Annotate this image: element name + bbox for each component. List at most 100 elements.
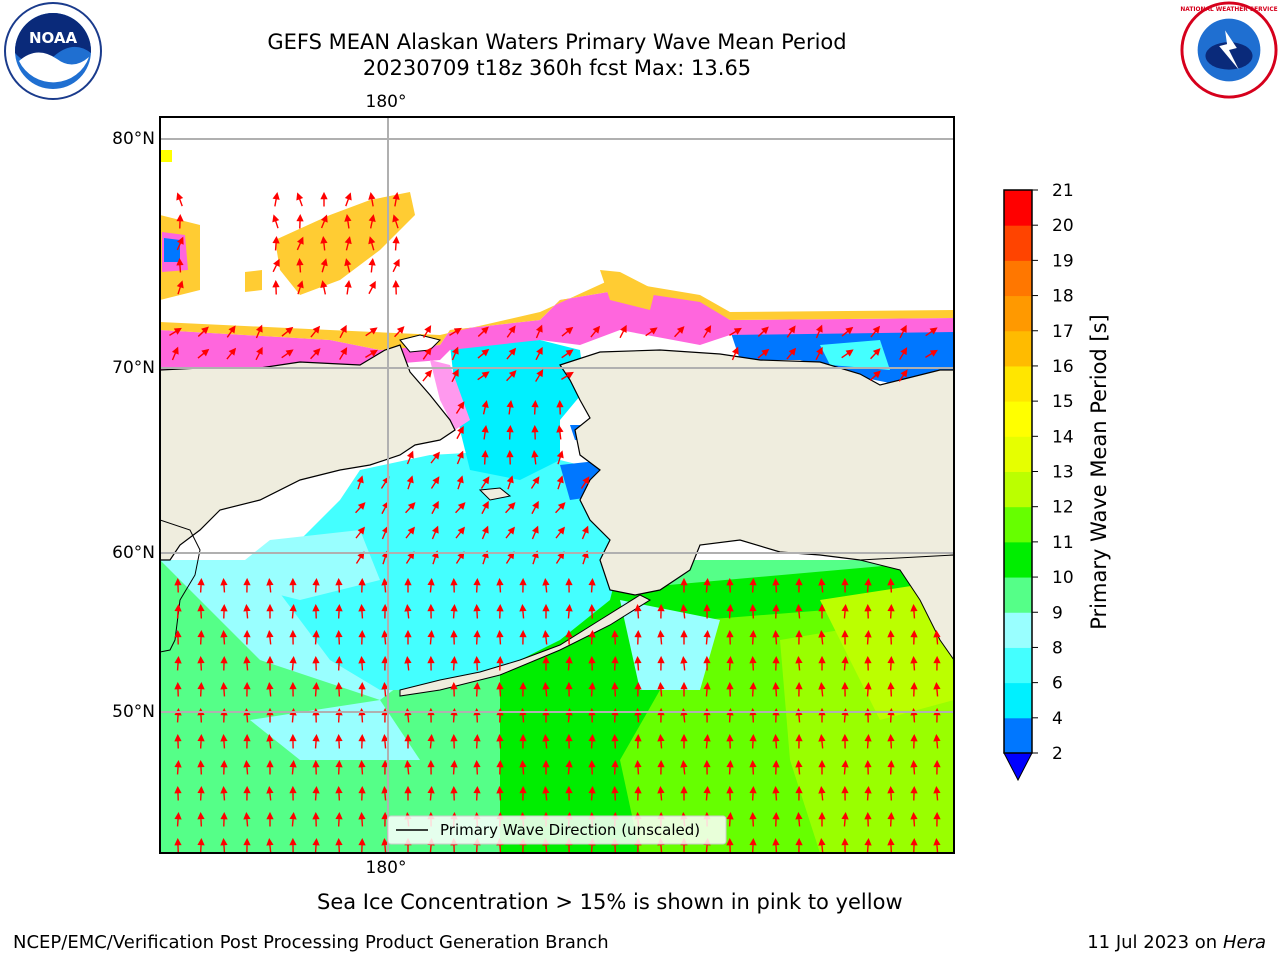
- wave-direction-arrow: [455, 526, 465, 539]
- wave-direction-arrow: [320, 258, 328, 273]
- wave-direction-arrow: [565, 785, 573, 801]
- wave-direction-arrow: [634, 759, 642, 775]
- wave-direction-arrow: [634, 785, 642, 801]
- wave-direction-arrow: [818, 837, 826, 853]
- wave-direction-arrow: [266, 759, 274, 775]
- wave-direction-arrow: [272, 214, 280, 229]
- sea-ice-caption: Sea Ice Concentration > 15% is shown in …: [317, 890, 903, 914]
- wave-direction-arrow: [772, 759, 780, 775]
- wave-direction-arrow: [456, 425, 464, 440]
- wave-direction-arrow: [680, 577, 688, 593]
- wave-direction-arrow: [335, 811, 343, 827]
- wave-direction-arrow: [450, 733, 458, 749]
- wave-direction-arrow: [312, 655, 320, 671]
- wave-direction-arrow: [358, 811, 366, 827]
- wave-direction-arrow: [496, 733, 504, 749]
- wave-direction-arrow: [220, 681, 228, 697]
- colorbar-tick-label: 18: [1052, 287, 1074, 307]
- wave-direction-arrow: [818, 629, 826, 645]
- lat-label-50: 50°N: [112, 702, 155, 722]
- wave-direction-arrow: [910, 629, 918, 645]
- wave-direction-arrow: [220, 603, 228, 619]
- wave-direction-arrow: [870, 348, 881, 360]
- wave-direction-arrow: [864, 629, 872, 645]
- wave-direction-arrow: [703, 681, 711, 697]
- wave-direction-arrow: [339, 324, 347, 339]
- wave-direction-arrow: [431, 525, 439, 540]
- wave-direction-arrow: [519, 603, 527, 619]
- wave-direction-arrow: [477, 326, 489, 337]
- wave-direction-arrow: [310, 325, 321, 338]
- wave-direction-arrow: [772, 681, 780, 697]
- wave-direction-arrow: [296, 192, 304, 207]
- wave-direction-arrow: [266, 603, 274, 619]
- wave-direction-arrow: [473, 629, 481, 645]
- wave-direction-arrow: [841, 811, 849, 827]
- wave-direction-arrow: [368, 236, 376, 251]
- wave-direction-arrow: [899, 324, 907, 339]
- wave-direction-arrow: [381, 577, 389, 593]
- wave-direction-arrow: [481, 425, 489, 440]
- wave-direction-arrow: [680, 733, 688, 749]
- wave-direction-arrow: [220, 837, 228, 853]
- colorbar-tick-label: 12: [1052, 498, 1074, 518]
- wave-direction-arrow: [795, 733, 803, 749]
- wave-direction-arrow: [174, 681, 182, 697]
- wave-direction-arrow: [818, 681, 826, 697]
- nws-logo: NATIONAL WEATHER SERVICE: [1180, 1, 1278, 99]
- wave-direction-arrow: [818, 759, 826, 775]
- wave-direction-arrow: [925, 349, 938, 358]
- wave-direction-arrow: [680, 759, 688, 775]
- wave-direction-arrow: [355, 502, 366, 514]
- wave-direction-arrow: [757, 348, 770, 359]
- wave-direction-arrow: [272, 235, 280, 251]
- wave-direction-arrow: [505, 502, 516, 514]
- wave-direction-arrow: [899, 347, 908, 360]
- wave-direction-arrow: [786, 347, 797, 360]
- wave-direction-arrow: [841, 655, 849, 671]
- wave-direction-arrow: [496, 603, 504, 619]
- nws-logo-text: NATIONAL WEATHER SERVICE: [1180, 7, 1277, 13]
- colorbar-segment: [1004, 647, 1032, 684]
- wave-direction-arrow: [174, 577, 182, 593]
- wave-direction-arrow: [427, 733, 435, 749]
- colorbar-tick-label: 8: [1052, 638, 1063, 658]
- wave-direction-arrow: [542, 655, 550, 671]
- wave-direction-arrow: [772, 733, 780, 749]
- wave-direction-arrow: [456, 450, 464, 465]
- wave-direction-arrow: [197, 785, 205, 801]
- wave-direction-arrow: [749, 629, 757, 645]
- wave-direction-arrow: [933, 759, 941, 775]
- wave-direction-arrow: [473, 577, 481, 593]
- wave-direction-arrow: [473, 759, 481, 775]
- wave-direction-arrow: [176, 236, 184, 251]
- wave-direction-arrow: [281, 349, 294, 359]
- wave-direction-arrow: [531, 525, 539, 540]
- wave-direction-arrow: [611, 629, 619, 645]
- wave-direction-arrow: [565, 681, 573, 697]
- wave-direction-arrow: [887, 681, 895, 697]
- colorbar-segment: [1004, 225, 1032, 261]
- colorbar-segment: [1004, 190, 1032, 226]
- wave-direction-arrow: [864, 759, 872, 775]
- wave-direction-arrow: [312, 733, 320, 749]
- colorbar-tick-label: 15: [1052, 392, 1074, 412]
- wave-direction-arrow: [864, 733, 872, 749]
- wave-direction-arrow: [657, 759, 665, 775]
- wave-direction-arrow: [310, 348, 321, 360]
- wave-direction-arrow: [506, 424, 514, 440]
- wave-direction-arrow: [841, 759, 849, 775]
- wave-direction-arrow: [243, 629, 251, 645]
- wave-direction-arrow: [731, 346, 739, 361]
- colorbar-tick-label: 13: [1052, 463, 1074, 483]
- wave-direction-arrow: [555, 502, 566, 514]
- wave-direction-arrow: [335, 603, 343, 619]
- wave-direction-arrow: [565, 577, 573, 593]
- colorbar-tick-label: 4: [1052, 709, 1063, 729]
- wave-direction-arrow: [312, 785, 320, 801]
- colorbar-tick-label: 17: [1052, 322, 1074, 342]
- wave-direction-arrow: [406, 475, 414, 490]
- wave-direction-arrow: [588, 655, 596, 671]
- wave-direction-arrow: [289, 733, 297, 749]
